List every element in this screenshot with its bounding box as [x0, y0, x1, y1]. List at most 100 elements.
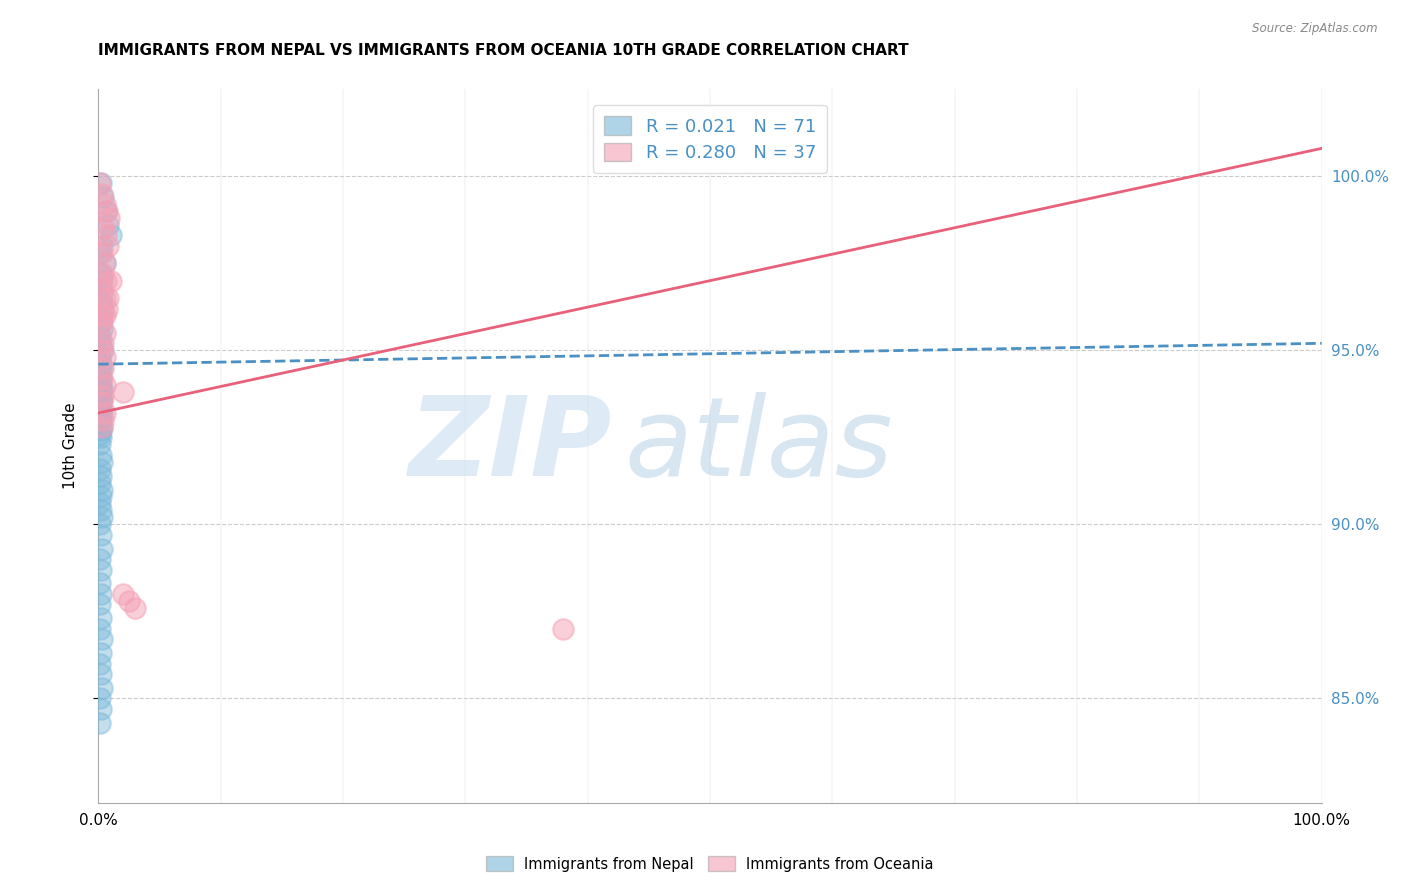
- Point: [91, 406, 114, 420]
- Point: [89, 350, 111, 364]
- Point: [111, 587, 134, 601]
- Point: [91, 343, 114, 358]
- Point: [89, 417, 111, 431]
- Point: [90, 503, 112, 517]
- Point: [93, 406, 115, 420]
- Point: [91, 336, 114, 351]
- Point: [90, 702, 112, 716]
- Point: [90, 587, 112, 601]
- Point: [91, 382, 114, 396]
- Point: [91, 221, 114, 235]
- Point: [91, 632, 114, 647]
- Point: [89, 309, 111, 323]
- Point: [90, 563, 112, 577]
- Point: [90, 490, 112, 504]
- Point: [89, 576, 111, 591]
- Point: [93, 309, 115, 323]
- Point: [91, 455, 114, 469]
- Point: [91, 392, 114, 406]
- Point: [89, 657, 111, 671]
- Point: [90, 667, 112, 681]
- Y-axis label: 10th Grade: 10th Grade: [63, 402, 77, 490]
- Point: [93, 326, 115, 340]
- Point: [91, 190, 114, 204]
- Point: [89, 598, 111, 612]
- Point: [93, 256, 115, 270]
- Point: [124, 600, 146, 615]
- Point: [90, 611, 112, 625]
- Point: [89, 691, 111, 706]
- Point: [91, 301, 114, 316]
- Point: [89, 517, 111, 532]
- Point: [89, 388, 111, 402]
- Point: [90, 528, 112, 542]
- Point: [90, 315, 112, 329]
- Point: [97, 218, 120, 232]
- Point: [89, 176, 111, 190]
- Point: [93, 378, 115, 392]
- Point: [91, 267, 114, 281]
- Point: [96, 204, 118, 219]
- Point: [91, 245, 114, 260]
- Point: [89, 245, 111, 260]
- Point: [90, 378, 112, 392]
- Point: [100, 228, 122, 243]
- Point: [100, 274, 122, 288]
- Text: atlas: atlas: [624, 392, 893, 500]
- Point: [90, 294, 112, 309]
- Point: [91, 239, 114, 253]
- Point: [97, 239, 120, 253]
- Point: [93, 256, 115, 270]
- Point: [89, 437, 111, 451]
- Point: [90, 336, 112, 351]
- Point: [91, 343, 114, 358]
- Point: [96, 301, 118, 316]
- Point: [90, 402, 112, 417]
- Point: [89, 622, 111, 636]
- Point: [90, 430, 112, 444]
- Text: Source: ZipAtlas.com: Source: ZipAtlas.com: [1253, 22, 1378, 36]
- Point: [93, 291, 115, 305]
- Point: [90, 357, 112, 371]
- Point: [89, 280, 111, 294]
- Point: [89, 409, 111, 424]
- Point: [94, 228, 117, 243]
- Point: [90, 371, 112, 385]
- Point: [94, 274, 117, 288]
- Point: [91, 274, 114, 288]
- Point: [89, 496, 111, 510]
- Point: [90, 646, 112, 660]
- Text: ZIP: ZIP: [409, 392, 612, 500]
- Point: [118, 594, 141, 608]
- Point: [91, 371, 114, 385]
- Point: [91, 395, 114, 409]
- Point: [91, 420, 114, 434]
- Point: [89, 329, 111, 343]
- Point: [91, 420, 114, 434]
- Point: [91, 360, 114, 375]
- Point: [91, 413, 114, 427]
- Legend: Immigrants from Nepal, Immigrants from Oceania: Immigrants from Nepal, Immigrants from O…: [481, 850, 939, 878]
- Point: [90, 176, 112, 190]
- Point: [90, 468, 112, 483]
- Point: [98, 211, 121, 225]
- Point: [89, 461, 111, 475]
- Point: [111, 385, 134, 400]
- Point: [91, 309, 114, 323]
- Point: [91, 287, 114, 301]
- Point: [89, 426, 111, 441]
- Point: [90, 267, 112, 281]
- Point: [91, 322, 114, 336]
- Point: [89, 364, 111, 378]
- Point: [91, 360, 114, 375]
- Point: [89, 375, 111, 389]
- Text: IMMIGRANTS FROM NEPAL VS IMMIGRANTS FROM OCEANIA 10TH GRADE CORRELATION CHART: IMMIGRANTS FROM NEPAL VS IMMIGRANTS FROM…: [98, 43, 910, 58]
- Point: [93, 197, 115, 211]
- Point: [91, 510, 114, 524]
- Point: [97, 291, 120, 305]
- Point: [93, 350, 115, 364]
- Point: [91, 388, 114, 402]
- Point: [91, 186, 114, 201]
- Point: [89, 552, 111, 566]
- Point: [94, 204, 117, 219]
